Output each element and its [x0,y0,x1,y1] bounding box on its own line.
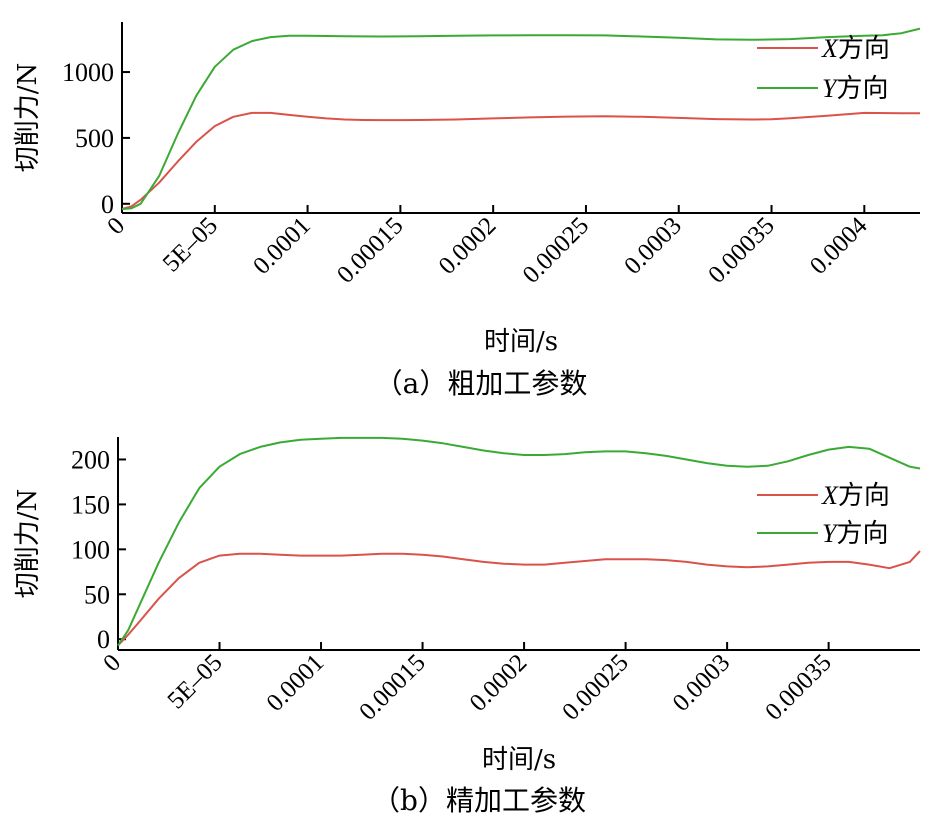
x-tick-label: 5E–05 [158,212,223,277]
x-axis-label: 时间/s [484,327,558,357]
x-tick-label: 0.0001 [248,212,316,280]
x-tick-label: 0.00015 [332,212,409,289]
x-tick-label: 5E–05 [163,649,228,714]
panel-caption: （a）粗加工参数 [375,367,588,400]
series-line-x [117,550,921,647]
x-tick-label: 0.0004 [805,212,873,280]
x-tick-label: 0.00025 [557,649,634,726]
x-tick-label: 0 [98,649,126,677]
y-tick-label: 100 [71,535,110,564]
y-tick-label: 1000 [62,58,114,87]
x-tick-label: 0 [102,212,130,240]
panel-caption: （b）精加工参数 [372,784,586,817]
x-tick-label: 0.0003 [619,212,687,280]
y-tick-label: 0 [101,190,114,219]
x-tick-label: 0.0001 [262,649,330,717]
y-tick-label: 150 [71,490,110,519]
x-tick-label: 0.0002 [434,212,502,280]
chart-panel-b: 0 50 100 150 200 0 5E–05 0.0001 0.00015 0.0002 0.0… [13,436,921,817]
x-tick-label: 0.0002 [465,649,533,717]
y-tick-label: 0 [97,625,110,654]
y-tick-label: 500 [75,124,114,153]
series-line-y [121,27,921,210]
x-tick-label: 0.0003 [668,649,736,717]
y-tick-label: 50 [84,580,110,609]
legend-label-y: Y方向 [822,519,888,549]
series-line-x [121,111,920,210]
series-line-y [117,436,921,647]
y-axis-label: 切削力/N [13,63,43,173]
y-axis-label: 切削力/N [13,489,43,599]
x-tick-label: 0.00035 [760,649,837,726]
x-axis-label: 时间/s [482,745,556,775]
x-tick-label: 0.00015 [354,649,431,726]
legend-label-x: X方向 [821,34,890,64]
legend-label-x: X方向 [821,481,890,511]
legend-label-y: Y方向 [822,74,888,104]
y-tick-label: 200 [71,445,110,474]
x-tick-label: 0.00025 [518,212,595,289]
chart-panel-a: 0 500 1000 0 5E–05 0.0001 0.00015 0.0002 0.00025… [13,22,921,400]
x-tick-label: 0.00035 [703,212,780,289]
